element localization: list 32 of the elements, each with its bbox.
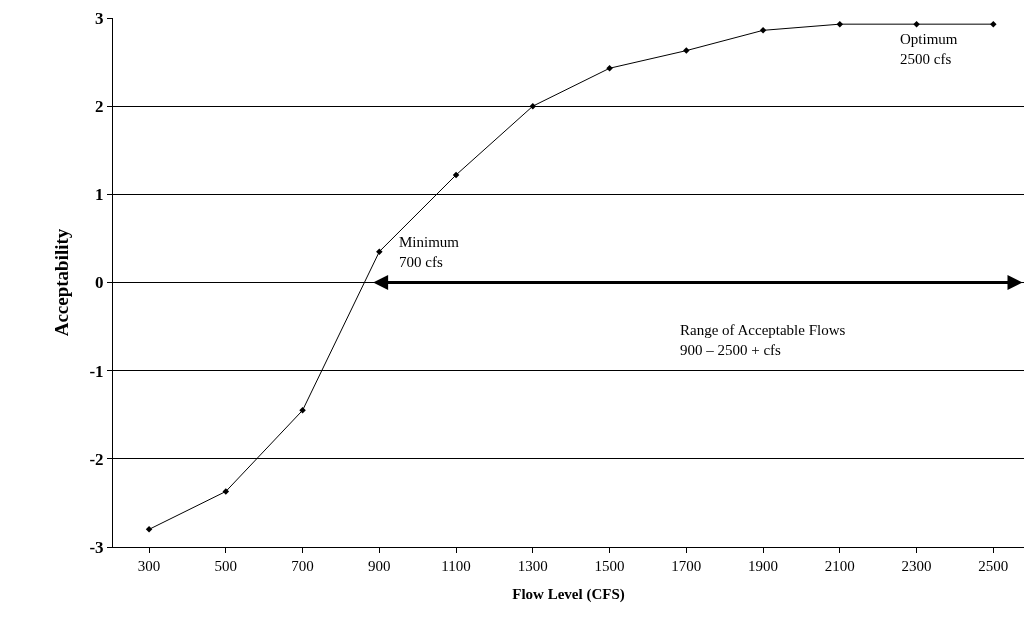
point	[376, 248, 383, 255]
y-tick-label: 0	[95, 273, 104, 293]
x-tick-label: 2100	[824, 558, 855, 574]
y-tick-label: -3	[89, 537, 104, 557]
y-tick-label: -2	[89, 449, 104, 469]
point	[299, 407, 306, 414]
x-tick-label: 1900	[748, 558, 779, 574]
x-tick-label: 1300	[517, 558, 548, 574]
point	[836, 20, 844, 28]
y-tick-label: -1	[89, 361, 104, 381]
annotation: Minimum 700 cfs	[399, 234, 460, 270]
y-tick-label: 3	[95, 8, 104, 28]
point	[529, 102, 537, 110]
y-tick-label: 1	[95, 185, 104, 205]
annotation: Range of Acceptable Flows 900 – 2500 + cfs	[680, 322, 846, 358]
x-tick-label: 500	[214, 558, 238, 574]
x-tick-label: 1100	[441, 558, 471, 574]
x-tick-label: 1500	[594, 558, 625, 574]
point	[606, 65, 613, 72]
point	[990, 20, 997, 28]
point	[452, 171, 460, 179]
annotation: Optimum 2500 cfs	[900, 31, 958, 67]
x-tick-label: 300	[137, 558, 161, 574]
x-axis-title: Flow Level (CFS)	[512, 586, 625, 603]
x-tick-label: 2500	[978, 558, 1009, 574]
x-tick-label: 900	[368, 558, 391, 574]
x-tick-label: 2300	[901, 558, 932, 574]
point	[683, 47, 690, 54]
x-tick-label: 700	[291, 558, 314, 574]
x-tick-label: 1700	[671, 558, 702, 574]
y-tick-label: 2	[95, 97, 104, 117]
y-axis-title: Acceptability	[51, 228, 73, 337]
